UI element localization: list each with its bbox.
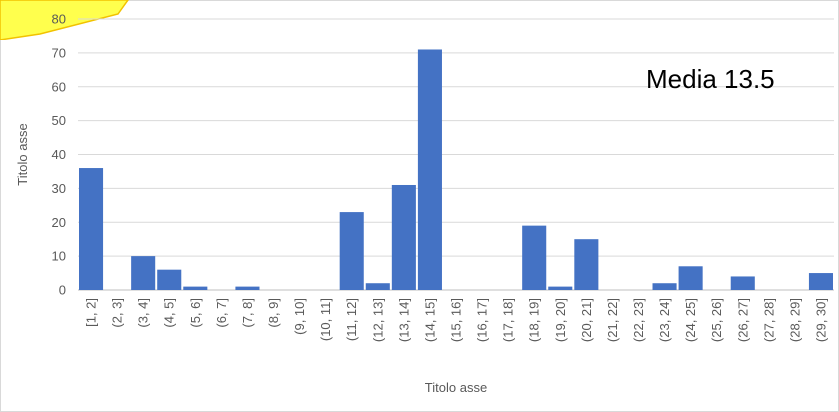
x-tick-label: [1, 2] xyxy=(84,298,99,327)
x-tick-label: (5, 6] xyxy=(188,298,203,328)
x-tick-label: (2, 3] xyxy=(110,298,125,328)
bar xyxy=(574,239,599,290)
x-tick-label: (29, 30] xyxy=(813,298,828,342)
x-tick-label: (14, 15] xyxy=(422,298,437,342)
bar xyxy=(808,273,833,290)
x-tick-label: (18, 19] xyxy=(527,298,542,342)
x-tick-label: (27, 28] xyxy=(761,298,776,342)
x-tick-labels: [1, 2] (2, 3] (3, 4] (4, 5] (5, 6] (6, 7] (7, … xyxy=(84,298,829,342)
x-tick-label: (7, 8] xyxy=(240,298,255,328)
x-tick-label: (19, 20] xyxy=(553,298,568,342)
y-tick-label: 10 xyxy=(52,249,66,264)
bar xyxy=(365,283,390,290)
x-tick-label: (10, 11] xyxy=(318,298,333,341)
x-tick-label: (20, 21] xyxy=(579,298,594,342)
x-tick-label: (11, 12] xyxy=(344,298,359,341)
x-tick-label: (28, 29] xyxy=(787,298,802,342)
x-tick-label: (22, 23] xyxy=(631,298,646,342)
bar xyxy=(417,49,442,290)
y-tick-label: 30 xyxy=(52,181,66,196)
bar xyxy=(235,286,260,290)
bar xyxy=(548,286,573,290)
yellow-highlight-mark xyxy=(0,0,129,40)
x-tick-label: (23, 24] xyxy=(657,298,672,342)
y-tick-label: 70 xyxy=(52,45,66,60)
x-tick-label: (17, 18] xyxy=(501,298,516,342)
y-tick-label: 0 xyxy=(59,283,66,298)
x-tick-label: (9, 10] xyxy=(292,298,307,335)
bar xyxy=(391,184,416,290)
x-tick-label: (4, 5] xyxy=(162,298,177,328)
x-axis-title: Titolo asse xyxy=(425,380,487,395)
bar xyxy=(183,286,208,290)
bar xyxy=(79,168,104,290)
x-tick-label: (8, 9] xyxy=(266,298,281,328)
y-tick-label: 20 xyxy=(52,215,66,230)
mean-annotation: Media 13.5 xyxy=(646,64,775,94)
x-tick-label: (15, 16] xyxy=(449,298,464,342)
y-tick-label: 60 xyxy=(52,79,66,94)
x-tick-label: (16, 17] xyxy=(475,298,490,342)
y-axis-title: Titolo asse xyxy=(15,123,30,185)
x-tick-label: (25, 26] xyxy=(709,298,724,342)
x-tick-label: (21, 22] xyxy=(605,298,620,342)
bar xyxy=(522,225,547,290)
bar xyxy=(131,256,156,290)
x-tick-label: (13, 14] xyxy=(396,298,411,342)
y-tick-label: 80 xyxy=(52,12,66,27)
bar xyxy=(652,283,677,290)
x-tick-label: (3, 4] xyxy=(136,298,151,328)
y-tick-label: 40 xyxy=(52,147,66,162)
bar xyxy=(157,269,182,290)
y-tick-label: 50 xyxy=(52,113,66,128)
bar xyxy=(678,266,703,290)
x-tick-label: (26, 27] xyxy=(735,298,750,342)
bar xyxy=(730,276,755,290)
x-tick-label: (6, 7] xyxy=(214,298,229,328)
gridlines xyxy=(78,18,834,291)
bars xyxy=(79,49,833,290)
x-tick-label: (12, 13] xyxy=(370,298,385,342)
x-tick-label: (24, 25] xyxy=(683,298,698,342)
bar xyxy=(339,212,364,290)
y-tick-labels: 0 10 20 30 40 50 60 70 80 xyxy=(52,12,66,298)
